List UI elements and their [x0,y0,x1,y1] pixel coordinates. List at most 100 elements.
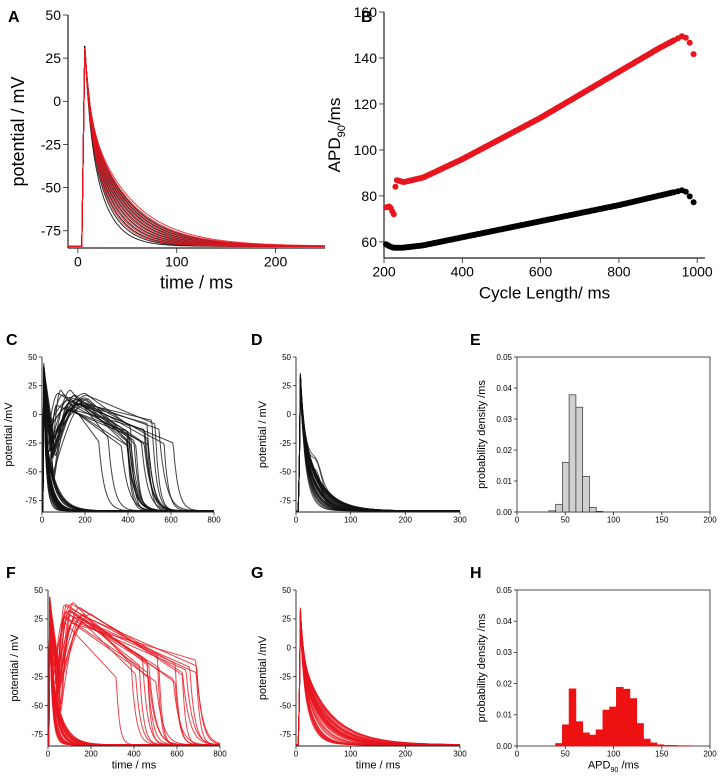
y-tick-label: 80 [361,188,377,204]
y-tick-label: 0.00 [496,742,512,751]
x-tick-label: 200 [372,263,396,279]
x-tick-label: 600 [164,516,178,525]
x-label-main: APD [588,760,611,772]
trace-line [68,47,325,247]
y-axis-label: APD90/ms [325,98,348,173]
trace-line [68,47,325,247]
trace-line [48,596,220,746]
histogram-bar [663,745,671,747]
y-axis-label: potential /mV [3,402,15,467]
y-tick-label: 50 [28,353,37,362]
y-tick-label: -75 [279,730,291,739]
y-tick-label: 50 [282,586,291,595]
series-red [383,33,697,218]
data-point [390,211,397,218]
y-tick-label: 0.05 [496,586,512,595]
data-point [686,193,693,200]
histogram-bar [562,724,570,747]
y-tick-label: -50 [31,701,43,710]
x-tick-label: 0 [74,253,82,269]
traces-group [296,373,460,512]
x-tick-label: 0 [46,750,51,759]
trace-line [68,46,325,247]
y-tick-label: 0.04 [496,617,512,626]
y-tick-label: -25 [41,136,61,152]
y-tick-label: 25 [282,382,291,391]
histogram-bar [622,688,631,747]
trace-line [48,606,221,746]
panel-label: D [251,332,263,349]
panel-label: G [251,565,263,582]
x-tick-label: 100 [344,750,358,759]
y-tick-label: -75 [41,223,61,239]
histogram-bar [555,503,563,513]
y-axis-label: potential / mV [9,634,21,702]
y-tick-label: 25 [28,382,37,391]
y-tick-label: 0.05 [496,353,512,362]
trace-line [68,47,325,247]
y-tick-label: -50 [279,701,291,710]
data-point [690,199,697,206]
trace-line [48,607,220,746]
histogram-bar [629,698,638,747]
trace-line [48,603,220,746]
x-tick-label: 0 [515,516,520,525]
y-axis-label: potential / mV [257,400,269,468]
y-tick-label: 0 [33,410,38,419]
trace-line [68,47,325,247]
trace-line [68,46,325,247]
trace-line [296,377,460,512]
y-tick-label: 50 [45,7,61,23]
trace-line [42,365,214,512]
histogram-bar [589,507,597,513]
trace-line [296,386,460,512]
panel-label: B [361,9,373,26]
x-label-tail: /ms [618,760,639,772]
x-tick-label: 400 [451,263,475,279]
x-tick-label: 1000 [682,263,713,279]
y-tick-label: 25 [34,615,43,624]
data-point [682,34,689,41]
y-tick-label: 0 [287,644,292,653]
data-point [686,39,693,46]
trace-line [296,610,460,746]
y-tick-label: 0.00 [496,508,512,517]
x-tick-label: 600 [529,263,553,279]
x-tick-label: 600 [170,750,184,759]
trace-line [68,46,325,247]
trace-line [48,608,220,746]
y-axis-label: probability density /ms [476,380,488,489]
y-tick-label: 140 [354,50,378,66]
trace-line [68,46,325,247]
trace-line [68,47,325,247]
trace-line [68,47,325,247]
traces-group [48,596,221,746]
trace-line [68,47,325,247]
histogram-bar [582,476,590,513]
y-tick-label: 25 [45,50,61,66]
x-tick-label: 200 [264,253,288,269]
histogram-bar [649,742,658,747]
panel-e: 0.00 0.01 0.02 0.03 0.04 0.05 0 50 100 150 200 Epro… [470,332,717,525]
panel-h: 0.00 0.01 0.02 0.03 0.04 0.05 0 50 100 150 200 Hpro… [470,565,717,774]
panel-b: 60 80 100 120 140 160 200 400 600 800 1000 B APD90/m… [325,4,713,302]
histogram-bar [609,706,617,747]
histogram-bar [589,734,597,747]
data-point [392,183,399,190]
histogram-bar [582,732,590,747]
histogram-bar [555,743,563,747]
y-tick-label: 0 [39,644,44,653]
y-label-main: APD [325,137,344,172]
series-black [383,187,697,251]
y-tick-label: 120 [354,96,378,112]
plot-frame [516,356,711,513]
y-tick-label: -50 [25,468,37,477]
y-tick-label: 50 [34,586,43,595]
y-tick-label: 25 [282,615,291,624]
trace-line [42,368,214,512]
y-tick-label: 50 [282,353,291,362]
x-axis-label: Cycle Length/ ms [479,283,610,302]
